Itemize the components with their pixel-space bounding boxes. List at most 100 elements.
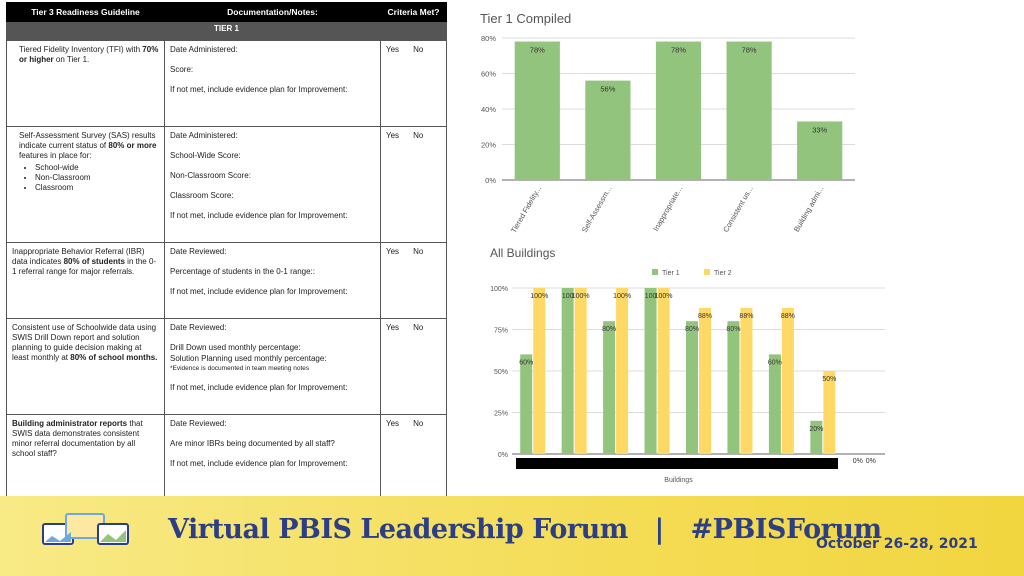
y-tick-label: 50% [494,369,508,376]
tier-label: TIER 1 [6,21,447,41]
bar-value-label: 88% [781,313,795,320]
yes-option[interactable]: Yes [386,419,400,428]
bar [768,354,781,454]
bar-value-label: 60% [519,359,533,366]
bar-value-label: 100 [562,293,574,300]
list-item: School-wide [35,163,159,173]
redacted-labels [516,458,838,469]
bar-value-label: 100 [645,293,657,300]
tier-row: TIER 1 [6,21,447,41]
x-tick-label: Tiered Fidelity... [509,185,543,235]
bar-value-label: 78% [742,46,757,55]
yes-option[interactable]: Yes [386,131,400,140]
forum-title: Virtual PBIS Leadership Forum | #PBISFor… [168,514,882,545]
forum-date: October 26-28, 2021 [816,536,978,552]
bar-value-label: 80% [685,326,699,333]
bar-value-label: 60% [768,359,782,366]
header-guideline: Tier 3 Readiness Guideline [6,2,165,22]
criteria-cell: Building administrator reports that SWIS… [6,414,165,503]
notes-cell: Date Administered: School-Wide Score: No… [164,126,381,243]
bar [740,307,753,454]
y-tick-label: 0% [485,176,496,185]
bar [585,80,631,180]
bar-value-label: 80% [726,326,740,333]
bar [657,288,670,454]
tier1-compiled-chart: 0% 20% 40% 60% 80% 78% Tiered Fidelity... 56% Se… [481,34,855,235]
bar-value-label: 88% [698,313,712,320]
forum-logo-icon [42,513,129,545]
bar-value-label: 78% [530,46,545,55]
criteria-met-cell: Yes No [380,318,447,415]
bar [797,121,843,180]
no-option[interactable]: No [413,419,424,428]
footer-banner: Virtual PBIS Leadership Forum | #PBISFor… [0,496,1024,576]
bar-value-label: 100% [572,293,590,300]
yes-option[interactable]: Yes [386,45,400,54]
table-row: Consistent use of Schoolwide data using … [6,318,447,415]
bar [686,321,698,454]
bar [781,307,794,454]
bar-value-label: 78% [671,46,686,55]
no-option[interactable]: No [413,247,424,256]
header-documentation: Documentation/Notes: [164,2,381,22]
bar-value-label: 100% [655,293,673,300]
criteria-cell: Tiered Fidelity Inventory (TFI) with 70%… [6,40,165,127]
bar-value-label: 56% [600,85,615,94]
x-tick-label: Self-Assessm... [580,185,614,235]
legend-swatch [652,269,658,275]
criteria-cell: Consistent use of Schoolwide data using … [6,318,165,415]
x-axis-title: Buildings [664,477,693,484]
table-row: Building administrator reports that SWIS… [6,414,447,503]
y-tick-label: 25% [494,411,508,418]
bar-value-label: 0% [853,458,863,465]
bar [727,321,740,454]
yes-option[interactable]: Yes [386,247,400,256]
bar-value-label: 100% [613,293,631,300]
criteria-met-cell: Yes No [380,40,447,127]
bar [726,41,772,180]
bar [574,288,587,454]
y-tick-label: 60% [481,70,496,79]
bar [655,41,702,180]
bar [699,307,711,454]
table-row: Inappropriate Behavior Referral (IBR) da… [6,242,447,319]
y-tick-label: 80% [481,34,496,43]
x-tick-label: Inappropriate... [651,185,684,233]
y-tick-label: 0% [498,452,508,459]
no-option[interactable]: No [413,45,424,54]
yes-option[interactable]: Yes [386,323,400,332]
notes-cell: Date Administered: Score: If not met, in… [164,40,381,127]
bar [644,288,657,454]
bar-value-label: 33% [812,125,827,134]
legend-label: Tier 2 [714,270,732,277]
feature-list: School-wide Non-Classroom Classroom [19,163,159,193]
all-buildings-chart: Tier 1 Tier 20%25%50%75%100%60%100% 100100… [490,269,885,484]
y-tick-label: 20% [481,141,496,150]
notes-cell: Date Reviewed: Percentage of students in… [164,242,381,319]
criteria-met-cell: Yes No [380,242,447,319]
list-item: Non-Classroom [35,173,159,183]
notes-cell: Date Reviewed: Drill Down used monthly p… [164,318,381,415]
table-row: Self-Assessment Survey (SAS) results ind… [6,126,447,243]
bar [520,354,533,454]
chart2-title: All Buildings [490,246,556,260]
bar [616,288,629,454]
x-tick-label: Building admi... [792,185,825,234]
chart1-title: Tier 1 Compiled [480,11,572,26]
bar-value-label: 80% [602,326,616,333]
bar-value-label: 50% [822,376,836,383]
header-criteria-met: Criteria Met? [380,2,447,22]
bar-value-label: 100% [530,293,548,300]
no-option[interactable]: No [413,323,424,332]
criteria-met-cell: Yes No [380,414,447,503]
bar [533,288,546,454]
legend-label: Tier 1 [662,270,680,277]
y-tick-label: 100% [490,286,508,293]
bar-value-label: 0% [866,458,876,465]
criteria-cell: Self-Assessment Survey (SAS) results ind… [6,126,165,243]
y-tick-label: 75% [494,328,508,335]
criteria-met-cell: Yes No [380,126,447,243]
no-option[interactable]: No [413,131,424,140]
bar [810,420,823,454]
legend-swatch [704,269,710,275]
